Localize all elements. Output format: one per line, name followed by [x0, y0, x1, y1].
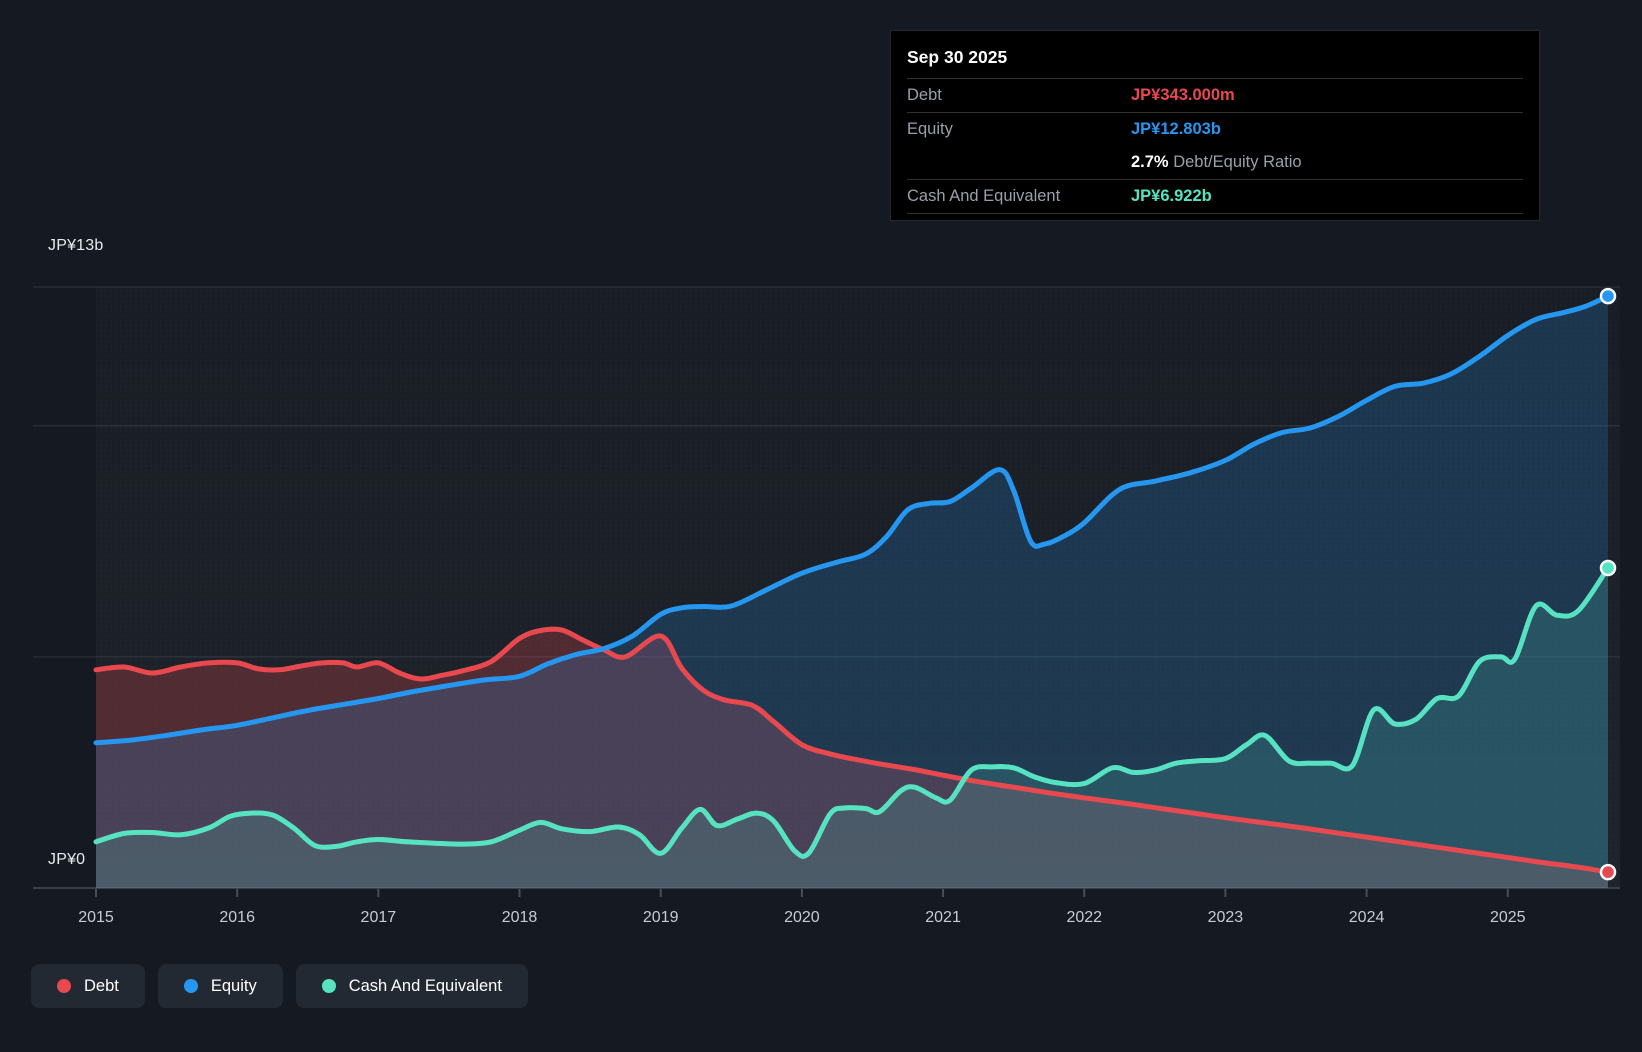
tooltip-ratio-value: 2.7% Debt/Equity Ratio	[1131, 146, 1302, 179]
y-axis-label-zero: JP¥0	[48, 851, 86, 868]
legend-debt-label: Debt	[84, 976, 119, 995]
x-axis-year-label: 2017	[361, 909, 397, 926]
cash-line	[93, 565, 1611, 859]
legend-cash-label: Cash And Equivalent	[348, 976, 502, 995]
x-axis-year-label: 2023	[1208, 909, 1244, 926]
tooltip-row-debt: Debt JP¥343.000m	[907, 79, 1523, 113]
debt-line	[93, 626, 1611, 875]
tooltip-ratio-pct: 2.7%	[1131, 153, 1169, 171]
x-axis-year-label: 2024	[1349, 909, 1385, 926]
x-axis-year-label: 2022	[1066, 909, 1102, 926]
debt-area-fill	[96, 629, 1608, 888]
tooltip-cash-label: Cash And Equivalent	[907, 187, 1061, 205]
tooltip-debt-label: Debt	[907, 86, 942, 104]
legend-item-equity[interactable]: Equity	[157, 964, 283, 1008]
tooltip-row-ratio: 2.7% Debt/Equity Ratio	[907, 146, 1523, 180]
tooltip-date: Sep 30 2025	[907, 41, 1523, 79]
debt-endpoint-marker	[1599, 863, 1617, 881]
tooltip-cash-value: JP¥6.922b	[1131, 187, 1212, 205]
tooltip-equity-value: JP¥12.803b	[1131, 120, 1221, 138]
equity-area-fill	[96, 296, 1608, 889]
legend: Debt Equity Cash And Equivalent	[31, 964, 528, 1008]
equity-line	[93, 293, 1611, 746]
x-axis-year-label: 2021	[925, 909, 961, 926]
x-axis-year-label: 2016	[219, 909, 255, 926]
hover-tooltip: Sep 30 2025 Debt JP¥343.000m Equity JP¥1…	[890, 30, 1540, 221]
equity-dot-icon	[183, 979, 198, 993]
legend-item-debt[interactable]: Debt	[31, 964, 145, 1008]
cash-dot-icon	[321, 979, 336, 993]
y-axis-label-top: JP¥13b	[48, 237, 104, 254]
x-axis-year-label: 2025	[1490, 909, 1526, 926]
tooltip-ratio-label: Debt/Equity Ratio	[1173, 153, 1302, 171]
plot-texture	[96, 287, 1620, 888]
cash-endpoint-marker	[1599, 559, 1617, 577]
equity-endpoint-marker	[1599, 287, 1617, 305]
tooltip-row-equity: Equity JP¥12.803b	[907, 113, 1523, 146]
legend-item-cash[interactable]: Cash And Equivalent	[295, 964, 528, 1008]
tooltip-row-cash: Cash And Equivalent JP¥6.922b	[907, 180, 1523, 214]
tooltip-equity-label: Equity	[907, 120, 953, 138]
x-axis-year-label: 2018	[502, 909, 538, 926]
debt-dot-icon	[57, 979, 71, 993]
tooltip-debt-value: JP¥343.000m	[1131, 86, 1235, 104]
cash-area-fill	[96, 568, 1608, 888]
x-axis-year-label: 2019	[643, 909, 679, 926]
x-axis-year-label: 2020	[784, 909, 820, 926]
x-axis-year-label: 2015	[78, 909, 114, 926]
legend-equity-label: Equity	[210, 976, 257, 995]
